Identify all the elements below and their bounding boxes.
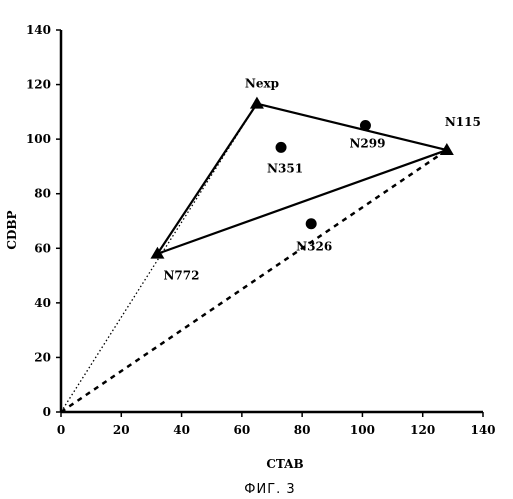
x-tick-label: 80	[294, 423, 311, 437]
dashed-line-to-n115	[61, 150, 447, 412]
point-label-nexp: Nexp	[245, 77, 279, 91]
x-tick-label: 100	[350, 423, 375, 437]
y-tick-label: 0	[43, 405, 51, 419]
point-label-n772: N772	[163, 269, 199, 283]
x-tick-label: 20	[113, 423, 130, 437]
figure-caption: ФИГ. 3	[244, 482, 295, 497]
y-tick-label: 20	[34, 350, 51, 364]
y-tick-label: 60	[34, 241, 51, 255]
point-label-n115: N115	[445, 115, 481, 129]
y-tick-label: 100	[26, 132, 51, 146]
y-tick-label: 40	[34, 296, 51, 310]
connector-lines	[61, 104, 447, 412]
x-tick-label: 0	[57, 423, 65, 437]
x-tick-label: 40	[173, 423, 190, 437]
data-points	[150, 97, 453, 259]
circle-marker	[306, 218, 317, 229]
triangle-marker	[250, 97, 264, 109]
y-tick-label: 80	[34, 187, 51, 201]
circle-marker	[276, 142, 287, 153]
point-labels: Nexp N115 N772 N351 N299 N326	[163, 77, 480, 283]
y-tick-label: 120	[26, 78, 51, 92]
x-axis-title: CTAB	[266, 457, 303, 471]
x-tick-label: 120	[410, 423, 435, 437]
x-tick-label: 60	[234, 423, 251, 437]
circle-marker	[360, 120, 371, 131]
point-label-n326: N326	[296, 240, 332, 254]
point-label-n351: N351	[267, 161, 303, 175]
y-axis-title: CDBP	[5, 210, 19, 249]
x-tick-label: 140	[470, 423, 495, 437]
point-label-n299: N299	[349, 137, 385, 151]
y-tick-label: 140	[26, 23, 51, 37]
